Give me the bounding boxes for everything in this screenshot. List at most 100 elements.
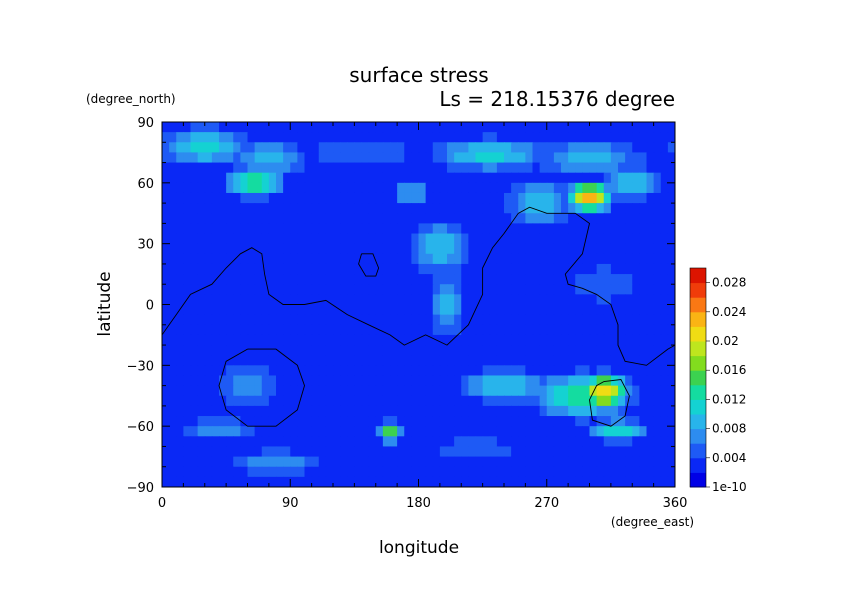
heat-cell (553, 152, 562, 164)
heat-cell (553, 233, 562, 245)
heat-cell (375, 274, 384, 285)
heat-cell (183, 274, 192, 285)
heat-cell (518, 456, 526, 468)
heat-cell (447, 476, 455, 487)
heat-cell (532, 203, 541, 214)
heat-cell (504, 274, 512, 285)
heat-cell (596, 233, 605, 245)
heat-cell (561, 416, 569, 427)
heat-cell (204, 304, 213, 316)
heat-cell (553, 385, 562, 397)
heat-cell (518, 142, 526, 154)
heat-cell (197, 122, 206, 133)
heat-cell (204, 365, 213, 377)
heat-cell (340, 304, 348, 316)
heat-cell (496, 213, 505, 224)
heat-cell (169, 263, 177, 275)
heat-cell (325, 263, 334, 275)
colorbar-swatch (690, 457, 706, 473)
heat-cell (233, 172, 241, 184)
heat-cell (219, 385, 227, 397)
heat-cell (382, 203, 391, 214)
heat-cell (461, 304, 469, 316)
heat-cell (276, 182, 284, 194)
heat-cell (511, 304, 519, 316)
heat-cell (204, 284, 213, 295)
heat-cell (240, 395, 249, 407)
heat-cell (418, 324, 427, 336)
heat-cell (411, 466, 420, 478)
heat-cell (382, 192, 391, 204)
heat-cell (447, 304, 455, 316)
heat-cell (482, 334, 491, 346)
heat-cell (454, 243, 462, 255)
heat-cell (190, 304, 199, 316)
heat-cell (404, 182, 412, 194)
heat-cell (511, 446, 519, 458)
heat-cell (589, 476, 598, 487)
heat-cell (397, 274, 405, 285)
heat-cell (311, 122, 320, 133)
heat-cell (411, 446, 420, 458)
heat-cell (197, 182, 206, 194)
heat-cell (432, 294, 441, 306)
heat-cell (618, 426, 626, 437)
heat-cell (646, 466, 655, 478)
heat-cell (639, 152, 648, 164)
heat-cell (340, 122, 348, 133)
heat-cell (461, 375, 469, 387)
heat-cell (418, 416, 427, 427)
heat-cell (496, 182, 505, 194)
heat-cell (482, 294, 491, 306)
heat-cell (404, 253, 412, 265)
heat-cell (646, 152, 655, 164)
heat-cell (297, 405, 306, 417)
heat-cell (660, 395, 669, 407)
heat-cell (546, 334, 555, 346)
heat-cell (169, 405, 177, 417)
heat-cell (240, 274, 249, 285)
heat-cell (511, 152, 519, 164)
heat-cell (603, 243, 612, 255)
heat-cell (254, 162, 263, 174)
heat-cell (632, 385, 640, 397)
heat-cell (496, 314, 505, 326)
heat-cell (632, 172, 640, 184)
heat-cell (425, 304, 434, 316)
heat-cell (304, 162, 313, 174)
heat-cell (197, 345, 206, 356)
heat-cell (461, 263, 469, 275)
heat-cell (411, 456, 420, 468)
heat-cell (525, 456, 534, 468)
heat-cell (439, 466, 448, 478)
heat-cell (162, 304, 170, 316)
heat-cell (183, 213, 192, 224)
heat-cell (176, 142, 184, 154)
heat-cell (411, 365, 420, 377)
heat-cell (368, 274, 377, 285)
heat-cell (375, 375, 384, 387)
heat-cell (333, 233, 341, 245)
heat-cell (667, 324, 675, 336)
heat-cell (454, 476, 462, 487)
heat-cell (646, 294, 655, 306)
heat-cell (454, 446, 462, 458)
heat-cell (425, 142, 434, 154)
heat-cell (525, 233, 534, 245)
heat-cell (660, 233, 669, 245)
heat-cell (325, 233, 334, 245)
heat-cell (596, 324, 605, 336)
heat-cell (290, 426, 298, 437)
heat-cell (268, 284, 277, 295)
heat-cell (632, 274, 640, 285)
heat-cell (340, 426, 348, 437)
heat-cell (226, 355, 234, 366)
heat-cell (667, 436, 675, 448)
heat-cell (610, 284, 619, 295)
heat-cell (589, 162, 598, 174)
heat-cell (482, 182, 491, 194)
heat-cell (475, 466, 484, 478)
heat-cell (667, 223, 675, 235)
heat-cell (268, 213, 277, 224)
heat-cell (639, 395, 648, 407)
